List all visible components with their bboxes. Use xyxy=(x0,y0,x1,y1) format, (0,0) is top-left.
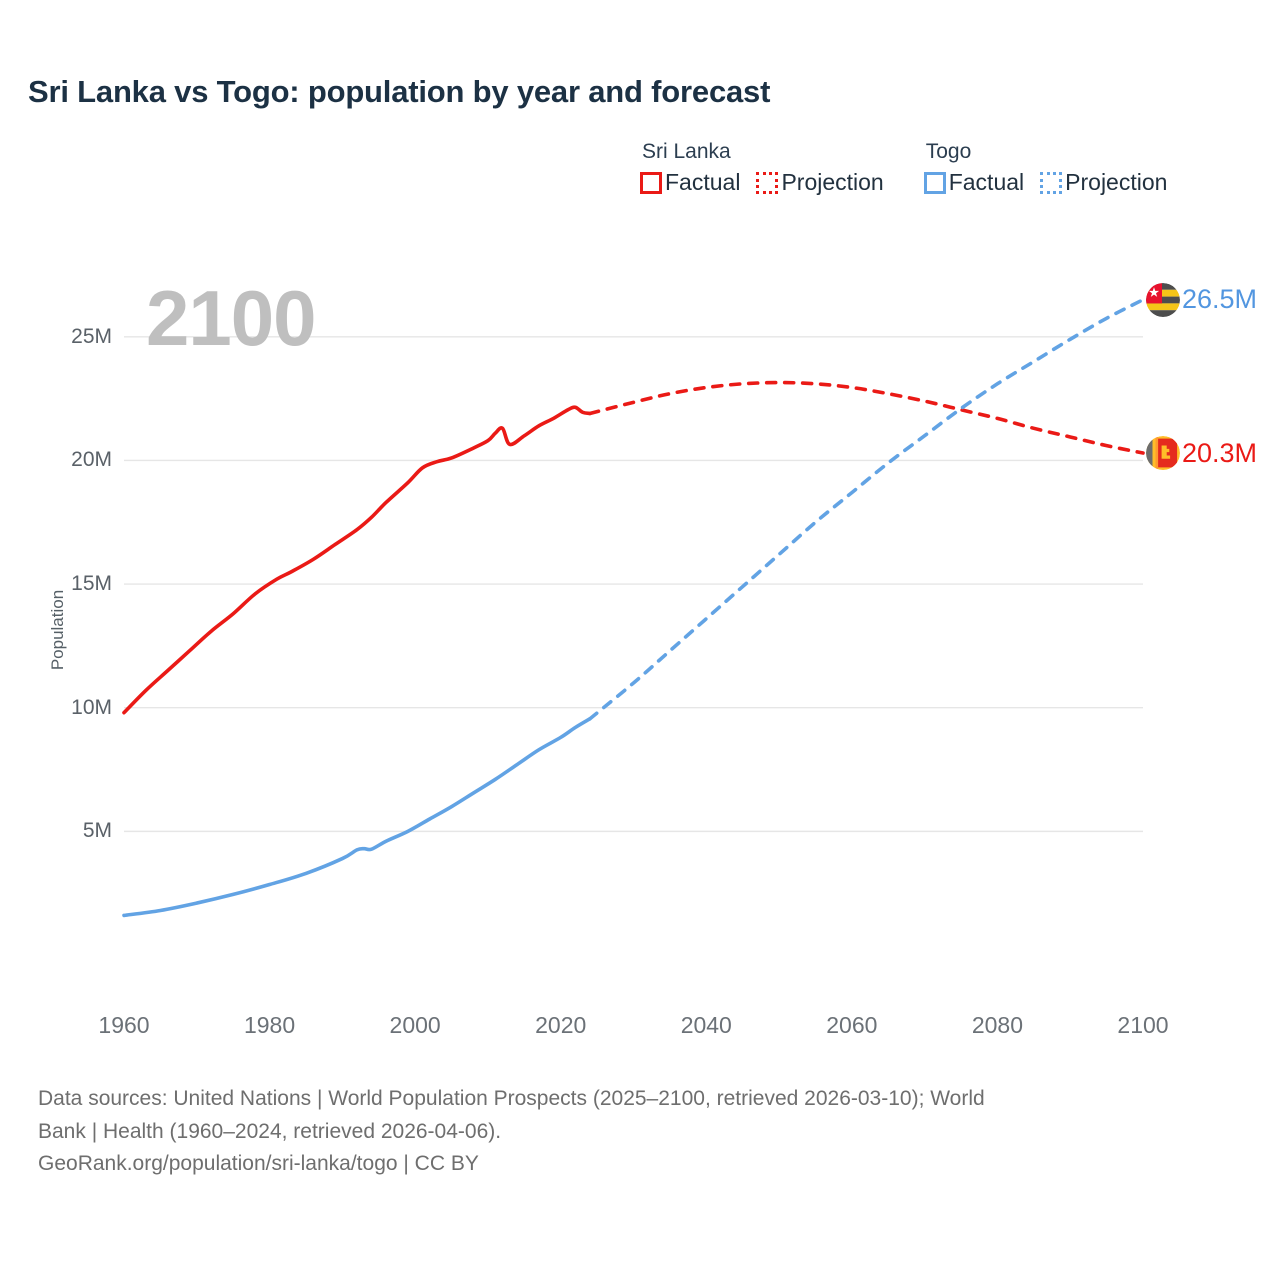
series-line-factual-togo xyxy=(122,717,592,918)
legend-items-togo: Factual Projection xyxy=(923,169,1167,196)
legend-swatch-solid-icon xyxy=(923,171,946,194)
footer-line-sources-1: Data sources: United Nations | World Pop… xyxy=(38,1087,985,1110)
sri-lanka-flag-icon xyxy=(1146,436,1180,471)
x-tick-label: 2020 xyxy=(535,1012,587,1038)
legend-item-togo-projection[interactable]: Projection xyxy=(1040,169,1167,196)
x-tick-label: 1980 xyxy=(243,1012,296,1038)
x-tick-label: 2000 xyxy=(389,1012,441,1038)
endpoint-label-sri-lanka: 20.3M xyxy=(1146,436,1258,471)
gridlines xyxy=(124,336,1143,833)
togo-flag-icon xyxy=(1146,282,1180,317)
y-tick-label: 20M xyxy=(71,448,112,472)
legend-swatch-dotted-icon xyxy=(1040,171,1063,194)
footer-line-attribution: GeoRank.org/population/sri-lanka/togo | … xyxy=(38,1152,479,1176)
page-title: Sri Lanka vs Togo: population by year an… xyxy=(28,74,771,109)
series-paths xyxy=(122,297,1145,918)
y-tick-label: 25M xyxy=(71,324,112,348)
legend-label-togo-projection: Projection xyxy=(1065,169,1168,196)
legend-item-sri-lanka-projection[interactable]: Projection xyxy=(756,169,884,196)
x-tick-label: 1960 xyxy=(98,1012,150,1038)
plot-area: 2100 Population 5M 10M 15M 20M 25M 1960 1980 2… xyxy=(48,274,1258,1038)
legend-item-togo-factual[interactable]: Factual xyxy=(923,169,1025,196)
x-tick-label: 2040 xyxy=(680,1012,732,1038)
legend-swatch-dotted-icon xyxy=(756,171,779,194)
legend-group-title-togo: Togo xyxy=(925,140,972,163)
legend-group-sri-lanka: Sri Lanka Factual Projection xyxy=(640,140,884,196)
legend-label-sri-lanka-factual: Factual xyxy=(665,169,741,196)
y-tick-label: 10M xyxy=(71,695,112,719)
x-tick-label: 2100 xyxy=(1117,1012,1169,1038)
legend-group-togo: Togo Factual Projection xyxy=(923,140,1167,196)
plot-svg xyxy=(122,297,1145,918)
legend-label-sri-lanka-projection: Projection xyxy=(781,169,884,196)
endpoint-value-sri-lanka: 20.3M xyxy=(1182,437,1258,468)
footer: Data sources: United Nations | World Pop… xyxy=(38,1083,1238,1181)
x-tick-label: 2080 xyxy=(971,1012,1023,1038)
legend-label-togo-factual: Factual xyxy=(948,169,1025,196)
series-line-projection-sri-lanka xyxy=(588,380,1145,455)
y-tick-label: 5M xyxy=(82,819,112,843)
x-tick-label: 2060 xyxy=(826,1012,878,1038)
y-tick-label: 15M xyxy=(71,572,112,596)
watermark-year: 2100 xyxy=(146,274,317,362)
legend-items-sri-lanka: Factual Projection xyxy=(640,169,884,196)
endpoint-value-togo: 26.5M xyxy=(1182,284,1258,315)
endpoint-label-togo: 26.5M xyxy=(1146,282,1258,317)
legend-swatch-solid-icon xyxy=(640,171,662,194)
legend-item-sri-lanka-factual[interactable]: Factual xyxy=(640,169,740,196)
series-line-factual-sri-lanka xyxy=(122,405,592,715)
chart-legend: Sri Lanka Factual Projection Togo Factua… xyxy=(640,140,1167,196)
legend-group-title-sri-lanka: Sri Lanka xyxy=(642,140,731,163)
series-line-projection-togo xyxy=(588,297,1145,721)
footer-line-sources-2: Bank | Health (1960–2024, retrieved 2026… xyxy=(38,1119,502,1143)
